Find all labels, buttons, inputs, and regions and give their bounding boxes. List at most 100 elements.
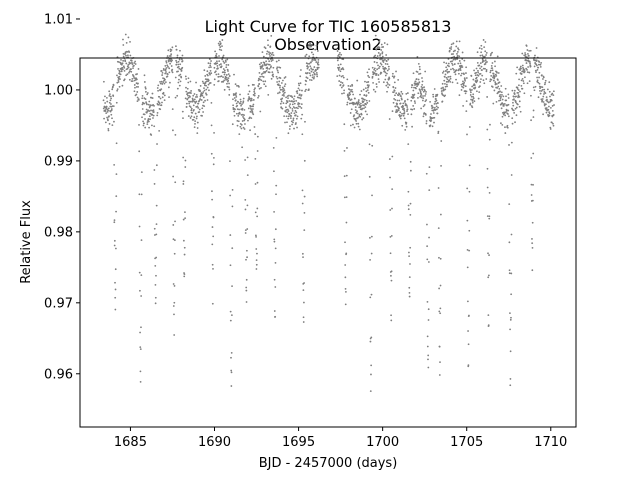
data-point [229,194,232,197]
data-point [130,68,132,71]
data-point [545,103,547,106]
data-point [113,239,116,242]
data-point [391,188,394,190]
data-point [199,98,202,100]
data-point [288,94,290,97]
data-point [317,63,320,66]
data-point [239,102,242,105]
data-point [518,100,521,103]
data-point [128,61,131,64]
data-point [290,120,293,123]
data-point [536,76,538,79]
data-point [111,117,113,120]
data-point [287,110,290,112]
data-point [136,96,139,99]
data-point [420,107,423,110]
data-point [186,87,189,90]
data-point [485,70,488,73]
data-point [311,58,314,61]
data-point [151,97,154,99]
data-point [292,98,295,100]
data-point [417,83,420,85]
data-point [408,295,411,298]
data-point [115,210,117,213]
data-point [489,123,491,126]
data-point [134,60,137,63]
data-point [366,71,369,74]
data-point [111,124,114,127]
data-point [411,125,413,128]
data-point [336,50,339,52]
data-point [225,74,228,76]
data-point [538,82,541,85]
data-point [442,94,445,97]
data-point [108,90,111,93]
data-point [278,91,281,94]
data-point [552,94,555,97]
data-point [202,91,205,93]
data-point [355,122,358,125]
data-point [258,63,261,66]
data-point [485,54,487,56]
data-point [465,77,468,79]
x-tick-label: 1695 [282,435,315,450]
data-point [210,124,213,127]
data-point [243,118,246,121]
data-point [530,119,532,122]
data-point [381,55,384,58]
data-point [466,187,469,190]
data-point [129,54,132,57]
data-point [510,272,513,275]
data-point [211,198,214,201]
data-point [220,63,222,65]
data-point [112,95,115,97]
data-point [154,283,157,286]
data-point [463,81,466,84]
data-point [540,90,543,92]
data-point [508,203,511,206]
data-point [177,81,180,84]
data-point [262,55,265,58]
data-point [123,78,126,81]
data-point [211,263,214,266]
data-point [295,122,297,124]
data-point [482,79,485,82]
data-point [248,98,251,101]
data-point [548,81,551,84]
data-point [399,111,402,114]
data-point [293,102,296,105]
data-point [170,53,173,56]
data-point [545,111,548,114]
data-point [386,63,389,66]
data-point [213,78,216,81]
data-point [413,93,416,96]
data-point [370,235,373,238]
data-point [441,82,444,85]
data-point [303,229,306,232]
data-point [495,74,498,77]
data-point [195,93,198,96]
data-point [118,70,121,73]
data-point [287,97,289,99]
data-point [132,67,134,69]
data-point [108,94,111,97]
data-point [378,81,380,83]
data-point [137,86,140,88]
data-point [197,102,200,105]
data-point [213,83,216,86]
data-point [205,93,208,96]
data-point [246,156,249,159]
data-point [372,88,375,91]
data-point [374,72,376,75]
data-point [460,83,463,86]
data-point [549,100,552,103]
data-point [475,71,478,74]
data-point [467,330,469,332]
data-point [127,54,129,57]
data-point [146,92,149,94]
data-point [187,77,190,80]
data-point [263,61,266,64]
data-point [415,87,417,90]
data-point [469,102,472,105]
data-point [480,65,483,68]
